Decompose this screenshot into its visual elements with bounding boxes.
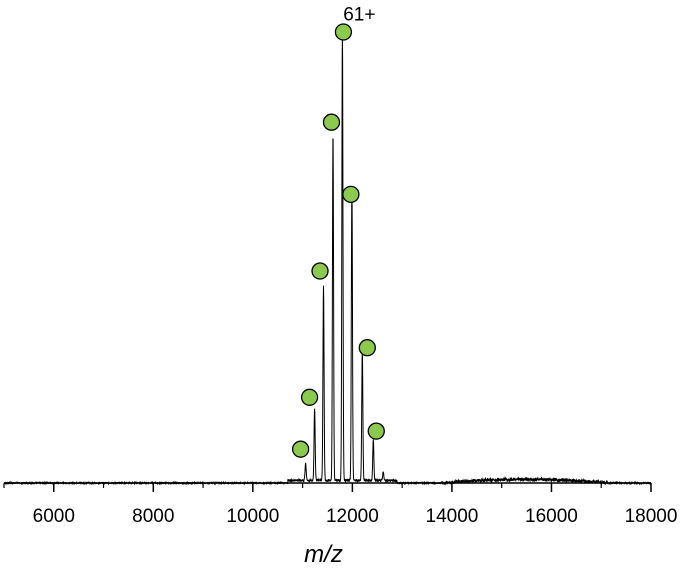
charge-state-marker — [367, 422, 385, 440]
charge-state-marker — [311, 262, 329, 280]
charge-state-marker — [358, 339, 376, 357]
charge-state-marker — [291, 440, 310, 458]
x-tick-label: 16000 — [525, 506, 578, 527]
charge-state-marker — [334, 23, 353, 41]
x-tick-label: 10000 — [226, 506, 279, 527]
charge-state-marker — [300, 388, 319, 406]
x-axis: 6000 8000 10000 12000 14000 16000 18000 — [3, 482, 678, 527]
x-axis-title: m/z — [304, 541, 343, 568]
x-tick-label: 6000 — [33, 506, 75, 527]
charge-state-marker — [342, 185, 360, 204]
spectrum-trace — [3, 29, 652, 486]
charge-state-markers: 61+ — [291, 5, 385, 458]
charge-state-annotation: 61+ — [343, 5, 375, 26]
x-tick-label: 8000 — [132, 506, 174, 527]
x-tick-label: 14000 — [426, 506, 479, 527]
x-tick-label: 12000 — [326, 506, 379, 527]
plot-area — [3, 29, 652, 486]
charge-state-marker — [322, 113, 341, 131]
x-tick-label: 18000 — [625, 506, 678, 527]
